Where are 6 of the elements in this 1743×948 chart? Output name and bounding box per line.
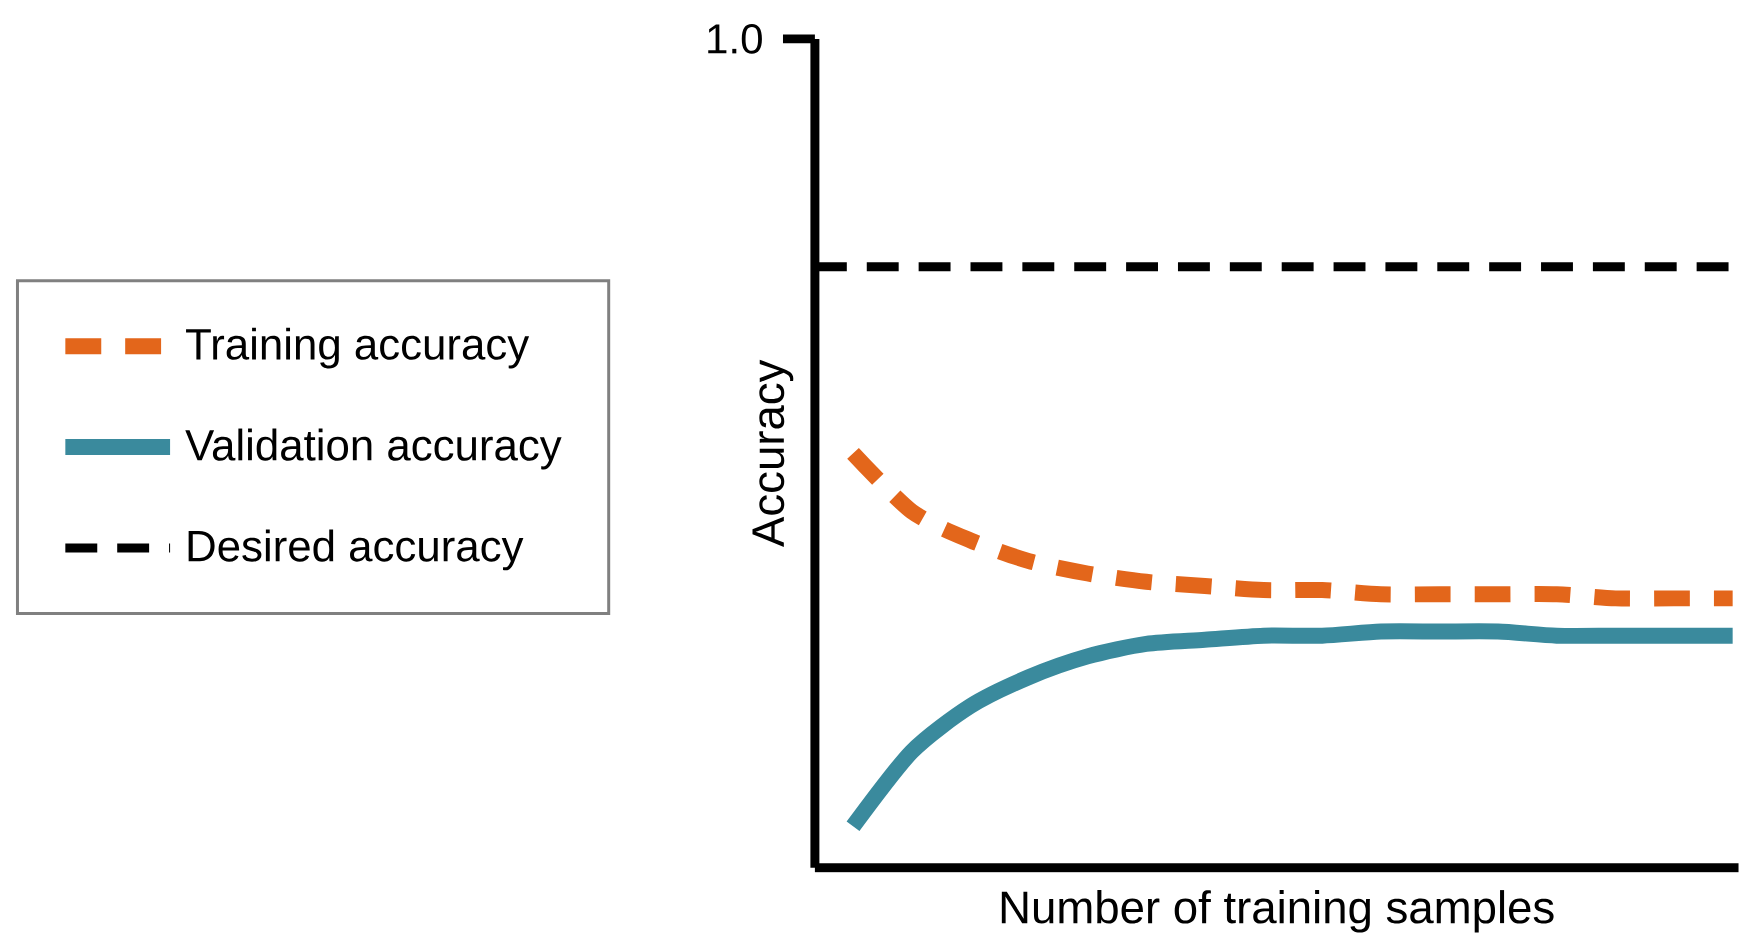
- y-axis-title: Accuracy: [752, 359, 794, 548]
- text: 1.0: [708, 24, 762, 54]
- legend-label: Desired accuracy: [188, 529, 524, 571]
- legend-label: Training accuracy: [186, 327, 530, 369]
- legend-label: Validation accuracy: [185, 428, 562, 470]
- x-axis-title: Number of training samples: [1001, 890, 1554, 933]
